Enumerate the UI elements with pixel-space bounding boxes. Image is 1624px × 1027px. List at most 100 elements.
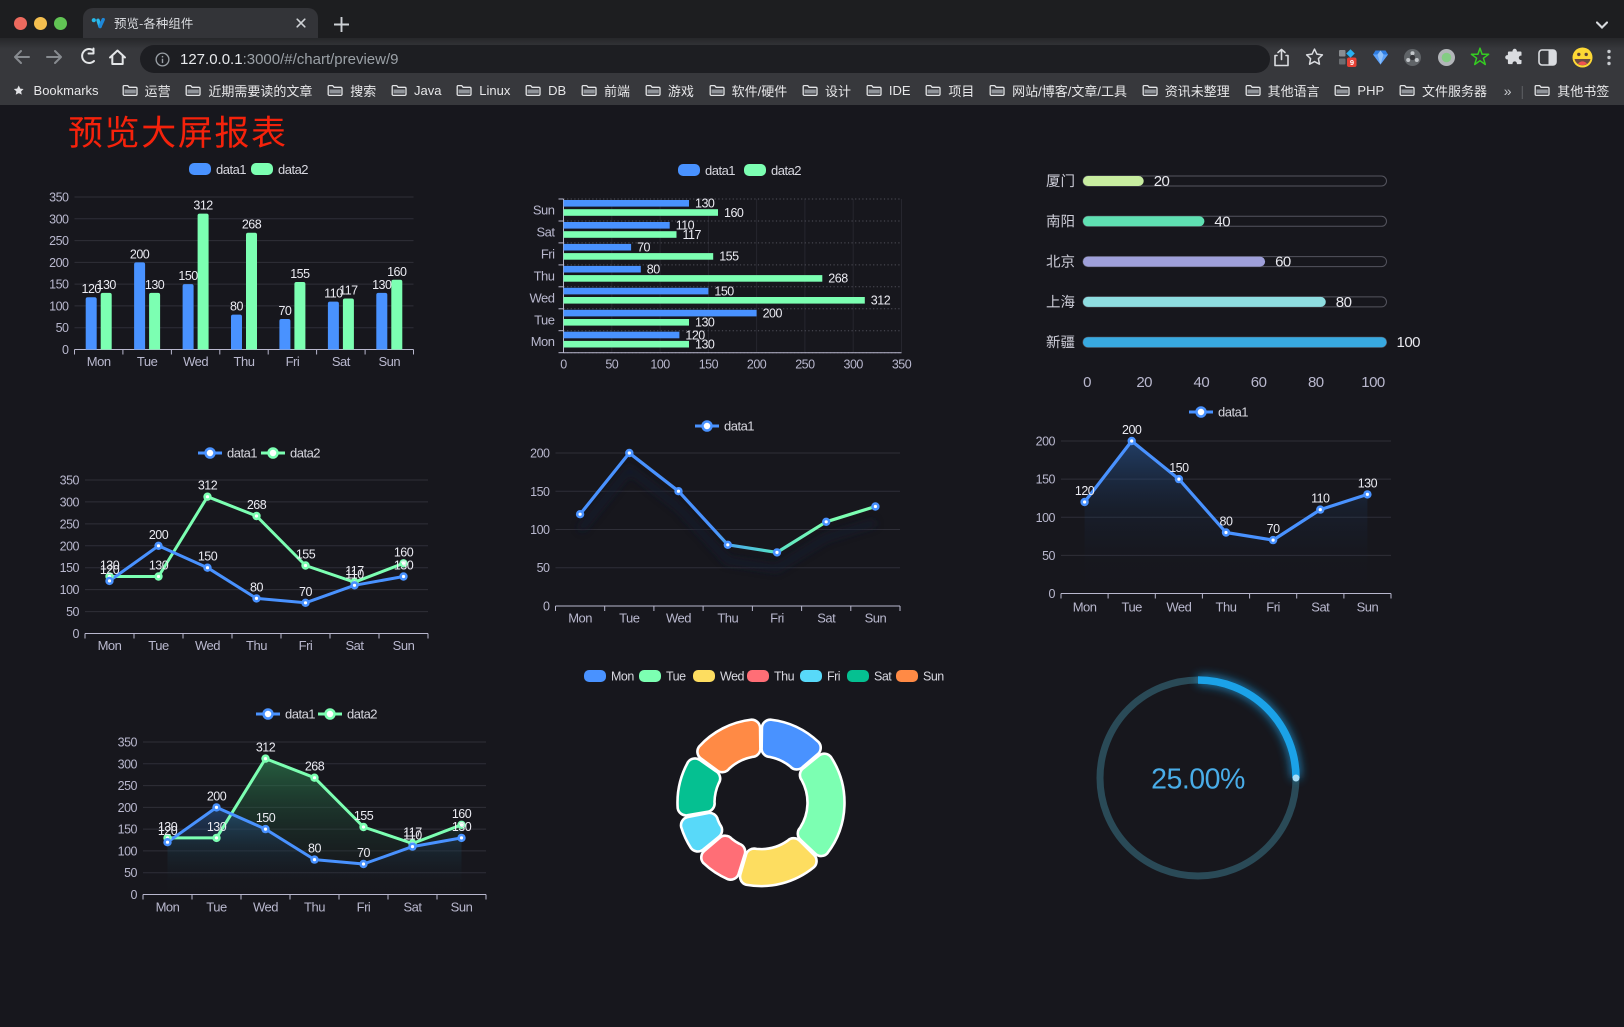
svg-text:120: 120 bbox=[685, 328, 705, 342]
svg-text:350: 350 bbox=[892, 358, 912, 372]
svg-text:350: 350 bbox=[60, 474, 80, 488]
svg-text:Wed: Wed bbox=[720, 670, 745, 684]
svg-text:150: 150 bbox=[178, 269, 198, 283]
svg-text:312: 312 bbox=[198, 479, 218, 493]
svg-text:Sat: Sat bbox=[536, 224, 555, 239]
svg-text:0: 0 bbox=[62, 343, 69, 357]
svg-text:80: 80 bbox=[1336, 294, 1352, 311]
svg-text:155: 155 bbox=[296, 548, 316, 562]
svg-text:160: 160 bbox=[724, 206, 744, 220]
svg-text:150: 150 bbox=[714, 284, 734, 298]
svg-text:100: 100 bbox=[1397, 334, 1421, 351]
svg-text:data2: data2 bbox=[771, 163, 801, 178]
svg-text:100: 100 bbox=[1036, 511, 1056, 525]
svg-text:100: 100 bbox=[60, 583, 80, 597]
svg-text:Fri: Fri bbox=[286, 354, 300, 369]
svg-text:Fri: Fri bbox=[357, 900, 371, 915]
svg-text:Sun: Sun bbox=[533, 203, 555, 218]
svg-text:Wed: Wed bbox=[195, 638, 220, 653]
svg-text:200: 200 bbox=[149, 528, 169, 542]
svg-text:50: 50 bbox=[605, 358, 618, 372]
svg-text:150: 150 bbox=[1169, 461, 1189, 475]
svg-text:130: 130 bbox=[372, 278, 392, 292]
svg-text:data1: data1 bbox=[724, 419, 754, 434]
svg-text:200: 200 bbox=[763, 306, 783, 320]
svg-text:80: 80 bbox=[647, 263, 660, 277]
svg-text:0: 0 bbox=[1049, 587, 1056, 601]
svg-text:50: 50 bbox=[537, 561, 550, 575]
svg-text:200: 200 bbox=[130, 247, 150, 261]
svg-text:117: 117 bbox=[403, 826, 422, 840]
svg-text:Mon: Mon bbox=[531, 334, 555, 349]
svg-text:Sat: Sat bbox=[1311, 600, 1330, 615]
svg-text:Mon: Mon bbox=[611, 670, 634, 684]
svg-text:data2: data2 bbox=[278, 162, 308, 177]
svg-text:data1: data1 bbox=[216, 162, 246, 177]
svg-text:data2: data2 bbox=[290, 446, 320, 461]
svg-text:50: 50 bbox=[124, 866, 137, 880]
svg-text:130: 130 bbox=[695, 316, 715, 330]
svg-text:Wed: Wed bbox=[666, 611, 691, 626]
svg-text:Tue: Tue bbox=[619, 611, 640, 626]
svg-text:300: 300 bbox=[118, 757, 138, 771]
svg-text:130: 130 bbox=[100, 559, 120, 573]
svg-text:50: 50 bbox=[56, 321, 69, 335]
svg-text:0: 0 bbox=[543, 600, 550, 614]
svg-text:155: 155 bbox=[290, 267, 310, 281]
svg-text:Sun: Sun bbox=[923, 670, 944, 684]
svg-text:150: 150 bbox=[118, 823, 138, 837]
svg-text:Thu: Thu bbox=[246, 638, 267, 653]
svg-text:130: 130 bbox=[207, 820, 227, 834]
svg-text:268: 268 bbox=[828, 272, 848, 286]
svg-text:80: 80 bbox=[308, 842, 321, 856]
svg-text:data1: data1 bbox=[285, 707, 315, 722]
svg-text:data1: data1 bbox=[1218, 405, 1248, 420]
svg-text:130: 130 bbox=[695, 338, 715, 352]
svg-text:350: 350 bbox=[118, 736, 138, 750]
svg-text:40: 40 bbox=[1194, 374, 1210, 391]
svg-text:150: 150 bbox=[60, 561, 80, 575]
svg-text:250: 250 bbox=[60, 517, 80, 531]
svg-text:130: 130 bbox=[394, 559, 414, 573]
svg-text:120: 120 bbox=[158, 824, 178, 838]
svg-text:120: 120 bbox=[100, 563, 120, 577]
svg-text:Tue: Tue bbox=[666, 670, 686, 684]
svg-text:Mon: Mon bbox=[568, 611, 592, 626]
svg-text:80: 80 bbox=[250, 580, 263, 594]
svg-text:100: 100 bbox=[530, 523, 550, 537]
svg-text:80: 80 bbox=[230, 300, 243, 314]
svg-text:50: 50 bbox=[1042, 549, 1055, 563]
svg-text:120: 120 bbox=[82, 282, 102, 296]
svg-text:130: 130 bbox=[145, 278, 165, 292]
svg-text:Mon: Mon bbox=[87, 354, 111, 369]
svg-text:Thu: Thu bbox=[534, 268, 555, 283]
svg-text:60: 60 bbox=[1275, 254, 1291, 271]
svg-text:Thu: Thu bbox=[234, 354, 255, 369]
svg-text:Tue: Tue bbox=[1121, 600, 1142, 615]
svg-text:100: 100 bbox=[650, 358, 670, 372]
svg-text:200: 200 bbox=[207, 789, 227, 803]
svg-text:268: 268 bbox=[305, 760, 325, 774]
svg-text:117: 117 bbox=[345, 564, 364, 578]
svg-text:0: 0 bbox=[131, 888, 138, 902]
svg-text:130: 130 bbox=[97, 278, 117, 292]
svg-text:80: 80 bbox=[1220, 515, 1233, 529]
svg-text:Fri: Fri bbox=[827, 670, 840, 684]
svg-text:Sun: Sun bbox=[378, 354, 400, 369]
svg-text:200: 200 bbox=[60, 539, 80, 553]
svg-text:250: 250 bbox=[49, 234, 69, 248]
svg-text:Sat: Sat bbox=[345, 638, 364, 653]
svg-text:300: 300 bbox=[49, 212, 69, 226]
svg-text:110: 110 bbox=[403, 829, 422, 843]
svg-text:Thu: Thu bbox=[1216, 600, 1237, 615]
svg-text:250: 250 bbox=[118, 779, 138, 793]
svg-text:150: 150 bbox=[1036, 473, 1056, 487]
svg-text:Fri: Fri bbox=[770, 611, 784, 626]
svg-text:250: 250 bbox=[795, 358, 815, 372]
svg-text:Sun: Sun bbox=[1357, 600, 1379, 615]
svg-text:120: 120 bbox=[1075, 484, 1095, 498]
svg-text:100: 100 bbox=[49, 299, 69, 313]
svg-text:300: 300 bbox=[60, 495, 80, 509]
svg-text:Sat: Sat bbox=[403, 900, 422, 915]
svg-text:Thu: Thu bbox=[717, 611, 738, 626]
